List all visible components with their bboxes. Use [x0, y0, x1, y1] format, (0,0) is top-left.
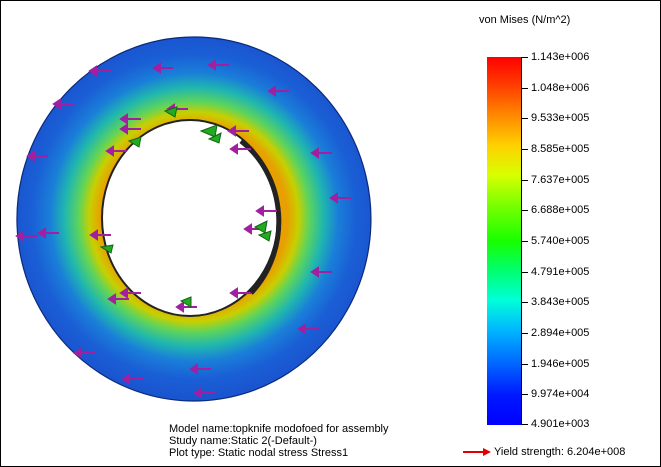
load-arrow-icon: [310, 147, 332, 159]
fixture-icon: [179, 296, 192, 308]
inner-bore-rim: [239, 139, 282, 295]
colorbar-tick-label: 4.901e+003: [531, 418, 590, 430]
colorbar-tick-label: 1.946e+005: [531, 357, 590, 370]
load-arrow-icon: [26, 150, 48, 162]
colorbar-tick: [522, 363, 528, 365]
fixture-icon: [127, 136, 142, 148]
load-arrow-icon: [37, 227, 59, 239]
load-arrow-icon: [52, 98, 74, 110]
colorbar-tick: [522, 118, 528, 120]
load-arrow-icon: [89, 229, 111, 241]
fixture-icon: [99, 244, 114, 254]
colorbar-tick: [522, 87, 528, 89]
colorbar-tick-label: 3.843e+005: [531, 296, 590, 309]
load-arrow-icon: [189, 363, 211, 375]
load-arrow-icon: [15, 230, 37, 242]
stress-plot-model[interactable]: [1, 1, 471, 421]
colorbar-tick: [522, 394, 528, 396]
load-arrow-icon: [227, 125, 249, 137]
stress-colorbar: [487, 57, 521, 425]
colorbar-tick-label: 7.637e+005: [531, 173, 590, 186]
colorbar-tick: [522, 210, 528, 212]
colorbar-ticks: [521, 57, 530, 425]
yield-strength-label: Yield strength: 6.204e+008: [494, 446, 626, 458]
load-arrow-icon: [119, 123, 141, 135]
colorbar-tick-label: 9.974e+004: [531, 388, 590, 401]
colorbar-tick: [522, 241, 528, 242]
load-arrow-icon: [229, 287, 251, 299]
colorbar-tick-label: 8.585e+005: [531, 143, 590, 155]
load-arrow-icon: [119, 287, 141, 299]
colorbar-tick-label: 1.048e+006: [531, 81, 590, 94]
load-arrow-icon: [152, 62, 173, 74]
colorbar-tick-label: 4.791e+005: [531, 265, 590, 278]
colorbar-tick-label: 6.688e+005: [531, 204, 590, 217]
load-arrow-icon: [207, 59, 229, 71]
fixture-icon: [199, 124, 222, 144]
model-name-label: Model name:topknife modofoed for assembl…: [169, 423, 389, 435]
load-arrow-icon: [105, 145, 127, 157]
colorbar-tick-label: 5.740e+005: [531, 235, 590, 247]
colorbar-tick-label: 2.894e+005: [531, 327, 590, 339]
colorbar-tick: [522, 57, 528, 58]
fixture-icon: [163, 106, 178, 118]
yield-strength-marker: Yield strength: 6.204e+008: [463, 446, 625, 458]
load-arrow-icon: [175, 301, 197, 313]
plot-type-label: Plot type: Static nodal stress Stress1: [169, 447, 349, 459]
load-arrow-icon: [229, 143, 251, 155]
arrow-right-icon: [463, 448, 491, 456]
colorbar-tick-label: 1.143e+006: [531, 51, 590, 63]
load-arrow-icon: [255, 205, 277, 217]
fixture-icon: [253, 220, 272, 242]
colorbar-tick: [522, 333, 528, 334]
study-name-label: Study name:Static 2(-Default-): [169, 435, 317, 447]
load-arrows: [15, 59, 351, 399]
load-arrow-icon: [107, 293, 129, 305]
load-arrow-icon: [88, 65, 111, 77]
colorbar-tick-label: 9.533e+005: [531, 112, 590, 125]
load-arrow-icon: [297, 323, 319, 335]
load-arrow-icon: [329, 192, 351, 204]
plot-info: Model name:topknife modofoed for assembl…: [169, 423, 389, 459]
colorbar-tick: [522, 179, 528, 181]
legend-title: von Mises (N/m^2): [479, 14, 571, 26]
load-arrow-icon: [267, 85, 289, 97]
load-arrow-icon: [193, 387, 215, 399]
colorbar-tick: [522, 149, 528, 150]
load-arrow-icon: [121, 373, 143, 385]
load-arrow-icon: [310, 266, 332, 278]
fixtures: [99, 106, 272, 308]
colorbar-tick: [522, 302, 528, 304]
load-arrow-icon: [119, 113, 141, 125]
load-arrow-icon: [73, 347, 95, 359]
colorbar-tick: [522, 424, 528, 425]
colorbar-tick: [522, 271, 528, 273]
